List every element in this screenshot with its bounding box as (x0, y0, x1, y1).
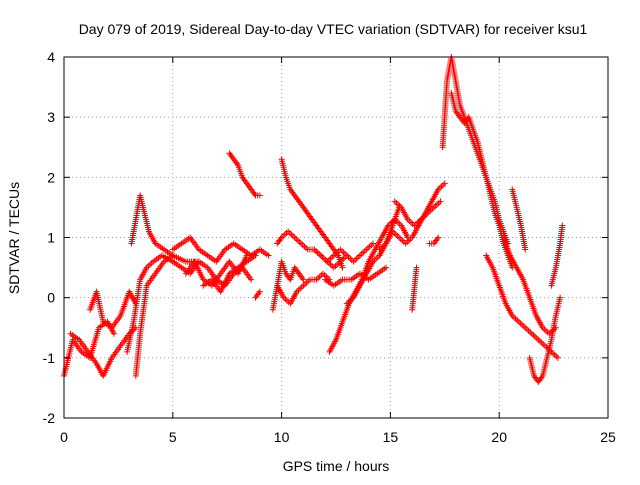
y-tick-label: 2 (47, 169, 55, 185)
x-tick-label: 20 (491, 429, 507, 445)
x-tick-label: 15 (383, 429, 399, 445)
series-trace-aa (483, 252, 561, 361)
series-trace-ac (509, 186, 529, 253)
series-trace-a (61, 318, 118, 379)
series-trace-f (132, 252, 176, 379)
data-point (111, 330, 118, 337)
series-trace-g (169, 234, 272, 265)
x-axis-label: GPS time / hours (283, 458, 390, 474)
series-trace-w (409, 264, 420, 313)
data-point (559, 222, 566, 229)
series-trace-k (226, 150, 263, 199)
series-trace-x (426, 234, 442, 247)
series-trace-m (269, 258, 307, 313)
data-point (265, 252, 272, 259)
data-points (61, 54, 566, 385)
x-tick-label: 5 (169, 429, 177, 445)
series-trace-d (124, 252, 176, 355)
series-trace-v (391, 198, 444, 229)
data-point (441, 180, 448, 187)
data-point (437, 198, 444, 205)
x-tick-label: 25 (600, 429, 616, 445)
axis-ticks: 0 5 10 15 20 25 -2 -1 0 1 2 3 4 (43, 49, 616, 445)
data-point (248, 276, 255, 283)
series-trace-o (278, 156, 346, 271)
y-tick-label: 1 (47, 230, 55, 246)
data-point (252, 252, 259, 259)
y-tick-label: 3 (47, 109, 55, 125)
data-point (557, 294, 564, 301)
x-tick-label: 10 (274, 429, 290, 445)
series-trace-y (439, 54, 511, 247)
data-point (256, 288, 263, 295)
series-trace-c (87, 288, 139, 331)
series-trace-q (311, 240, 376, 265)
data-point (413, 264, 420, 271)
y-tick-label: 0 (47, 290, 55, 306)
data-point (522, 246, 529, 253)
data-point (300, 276, 307, 283)
data-point (243, 252, 250, 259)
y-tick-label: -1 (43, 350, 56, 366)
series-trace-ae (548, 222, 566, 289)
y-axis-label: SDTVAR / TECUs (6, 182, 22, 294)
y-tick-label: 4 (47, 49, 55, 65)
series-trace-l (252, 288, 263, 301)
x-tick-label: 0 (60, 429, 68, 445)
data-point (369, 240, 376, 247)
series-trace-ad (526, 294, 564, 385)
chart-title: Day 079 of 2019, Sidereal Day-to-day VTE… (79, 21, 588, 37)
series-trace-p (274, 270, 333, 307)
data-point (339, 264, 346, 271)
data-point (435, 234, 442, 241)
grid (64, 57, 608, 418)
data-point (554, 354, 561, 361)
data-point (383, 264, 390, 271)
data-point (256, 192, 263, 199)
data-point (169, 252, 176, 259)
series-trace-e (128, 192, 202, 265)
series-trace-j (200, 252, 259, 295)
y-tick-label: -2 (43, 410, 56, 426)
